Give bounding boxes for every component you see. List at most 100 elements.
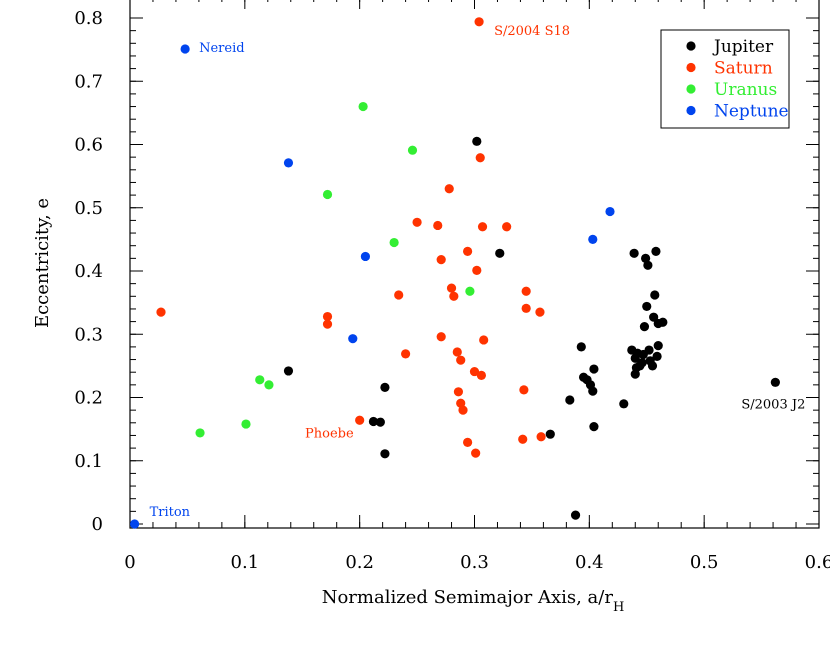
y-tick-labels: 0 0.1 0.2 0.3 0.4 0.5 0.6 0.7 0.8 xyxy=(74,8,103,535)
jupiter-moon-point xyxy=(619,399,629,409)
legend-box xyxy=(660,29,790,129)
jupiter-moon-point xyxy=(629,248,639,258)
saturn-moon-point xyxy=(475,153,485,163)
x-tick-label: 0.2 xyxy=(345,552,374,573)
uranus-moon-point xyxy=(465,286,475,296)
jupiter-moon-point xyxy=(644,345,654,355)
saturn-moon-point xyxy=(471,448,481,458)
legend-label-uranus: Uranus xyxy=(714,80,777,100)
uranus-moon-point xyxy=(195,428,205,438)
jupiter-moon-point xyxy=(368,416,379,427)
jupiter-moon-point xyxy=(643,260,653,270)
legend-label-neptune: Neptune xyxy=(714,102,789,122)
annotation-label: Phoebe xyxy=(305,426,354,441)
uranus-moon-point xyxy=(241,419,251,429)
saturn-moon-point xyxy=(446,283,457,293)
jupiter-moon-point xyxy=(642,301,652,312)
saturn-moon-point xyxy=(472,265,482,275)
uranus-moon-point xyxy=(255,375,265,385)
neptune-moon-point xyxy=(588,234,598,244)
uranus-moon-point xyxy=(389,237,399,248)
uranus-moon-point xyxy=(407,145,418,155)
y-tick-label: 0.2 xyxy=(74,388,103,409)
jupiter-moon-point xyxy=(375,417,385,427)
x-axis-label: Normalized Semimajor Axis, a/rH xyxy=(322,587,625,615)
saturn-moon-point xyxy=(456,398,466,408)
jupiter-moon-point xyxy=(639,322,650,332)
saturn-moon-point xyxy=(476,370,486,380)
uranus-moon-point xyxy=(264,380,274,390)
saturn-moon-point xyxy=(519,385,529,395)
saturn-moon-point xyxy=(322,319,333,329)
x-tick-labels: 0 0.1 0.2 0.3 0.4 0.5 0.6 xyxy=(124,552,830,573)
data-points xyxy=(129,17,780,529)
x-tick-label: 0.6 xyxy=(805,552,830,573)
jupiter-moon-point xyxy=(641,253,651,263)
saturn-moon-point xyxy=(502,222,512,232)
y-axis-label: Eccentricity, e xyxy=(32,198,53,328)
jupiter-moon-point xyxy=(770,377,780,387)
jupiter-moon-point xyxy=(380,382,390,392)
jupiter-moon-point xyxy=(651,246,661,256)
neptune-moon-point xyxy=(129,519,140,529)
saturn-moon-point xyxy=(355,415,365,425)
jupiter-moon-point xyxy=(650,290,660,300)
jupiter-moon-point xyxy=(545,429,555,439)
annotation-label: S/2004 S18 xyxy=(494,24,570,39)
saturn-moon-point xyxy=(479,335,489,345)
y-tick-label: 0.6 xyxy=(74,135,103,156)
saturn-moon-point xyxy=(322,311,333,322)
y-tick-label: 0 xyxy=(92,514,103,535)
saturn-moon-point xyxy=(521,286,531,296)
y-tick-label: 0.1 xyxy=(74,451,103,472)
saturn-moon-point xyxy=(521,303,531,313)
legend-marker-saturn xyxy=(686,62,696,73)
jupiter-moon-point xyxy=(589,421,599,432)
saturn-moon-point xyxy=(453,387,464,397)
y-tick-label: 0.3 xyxy=(74,324,103,345)
neptune-moon-point xyxy=(180,44,190,54)
x-axis-label-subscript: H xyxy=(613,600,624,615)
saturn-moon-point xyxy=(412,217,422,227)
jupiter-moon-point xyxy=(649,312,659,322)
x-tick-label: 0.5 xyxy=(690,552,719,573)
jupiter-moon-point xyxy=(658,317,668,327)
saturn-moon-point xyxy=(452,347,462,357)
jupiter-moon-point xyxy=(495,248,505,258)
point-annotations: S/2004 S18 Nereid Phoebe S/2003 J2 Triton xyxy=(150,24,806,520)
y-tick-label: 0.8 xyxy=(74,8,103,29)
x-tick-label: 0.1 xyxy=(231,552,260,573)
saturn-moon-point xyxy=(474,17,484,27)
jupiter-moon-point xyxy=(565,395,575,405)
jupiter-moon-point xyxy=(570,510,581,520)
saturn-moon-point xyxy=(436,255,446,265)
legend-label-saturn: Saturn xyxy=(714,59,773,79)
jupiter-moon-point xyxy=(576,342,586,352)
x-axis-label-main: Normalized Semimajor Axis, a/r xyxy=(322,587,614,608)
neptune-moon-point xyxy=(360,251,371,262)
y-tick-label: 0.5 xyxy=(74,198,103,219)
saturn-moon-point xyxy=(463,246,473,256)
legend-marker-uranus xyxy=(686,84,696,94)
legend-label-jupiter: Jupiter xyxy=(712,37,774,57)
y-tick-label: 0.4 xyxy=(74,261,103,282)
saturn-moon-point xyxy=(436,332,446,342)
annotation-label: S/2003 J2 xyxy=(741,397,805,412)
x-tick-label: 0 xyxy=(124,552,135,573)
saturn-moon-point xyxy=(477,222,488,232)
saturn-moon-point xyxy=(536,432,546,442)
neptune-moon-point xyxy=(605,206,615,217)
saturn-moon-point xyxy=(463,437,473,448)
jupiter-moon-point xyxy=(652,351,662,361)
x-tick-label: 0.3 xyxy=(460,552,489,573)
jupiter-moon-point xyxy=(589,364,599,374)
saturn-moon-point xyxy=(458,405,468,415)
saturn-moon-point xyxy=(469,366,480,377)
neptune-moon-point xyxy=(283,158,294,168)
jupiter-moon-point xyxy=(380,449,390,459)
saturn-moon-point xyxy=(456,355,466,365)
saturn-moon-point xyxy=(535,307,545,317)
uranus-moon-point xyxy=(358,101,368,112)
saturn-moon-point xyxy=(394,290,404,300)
